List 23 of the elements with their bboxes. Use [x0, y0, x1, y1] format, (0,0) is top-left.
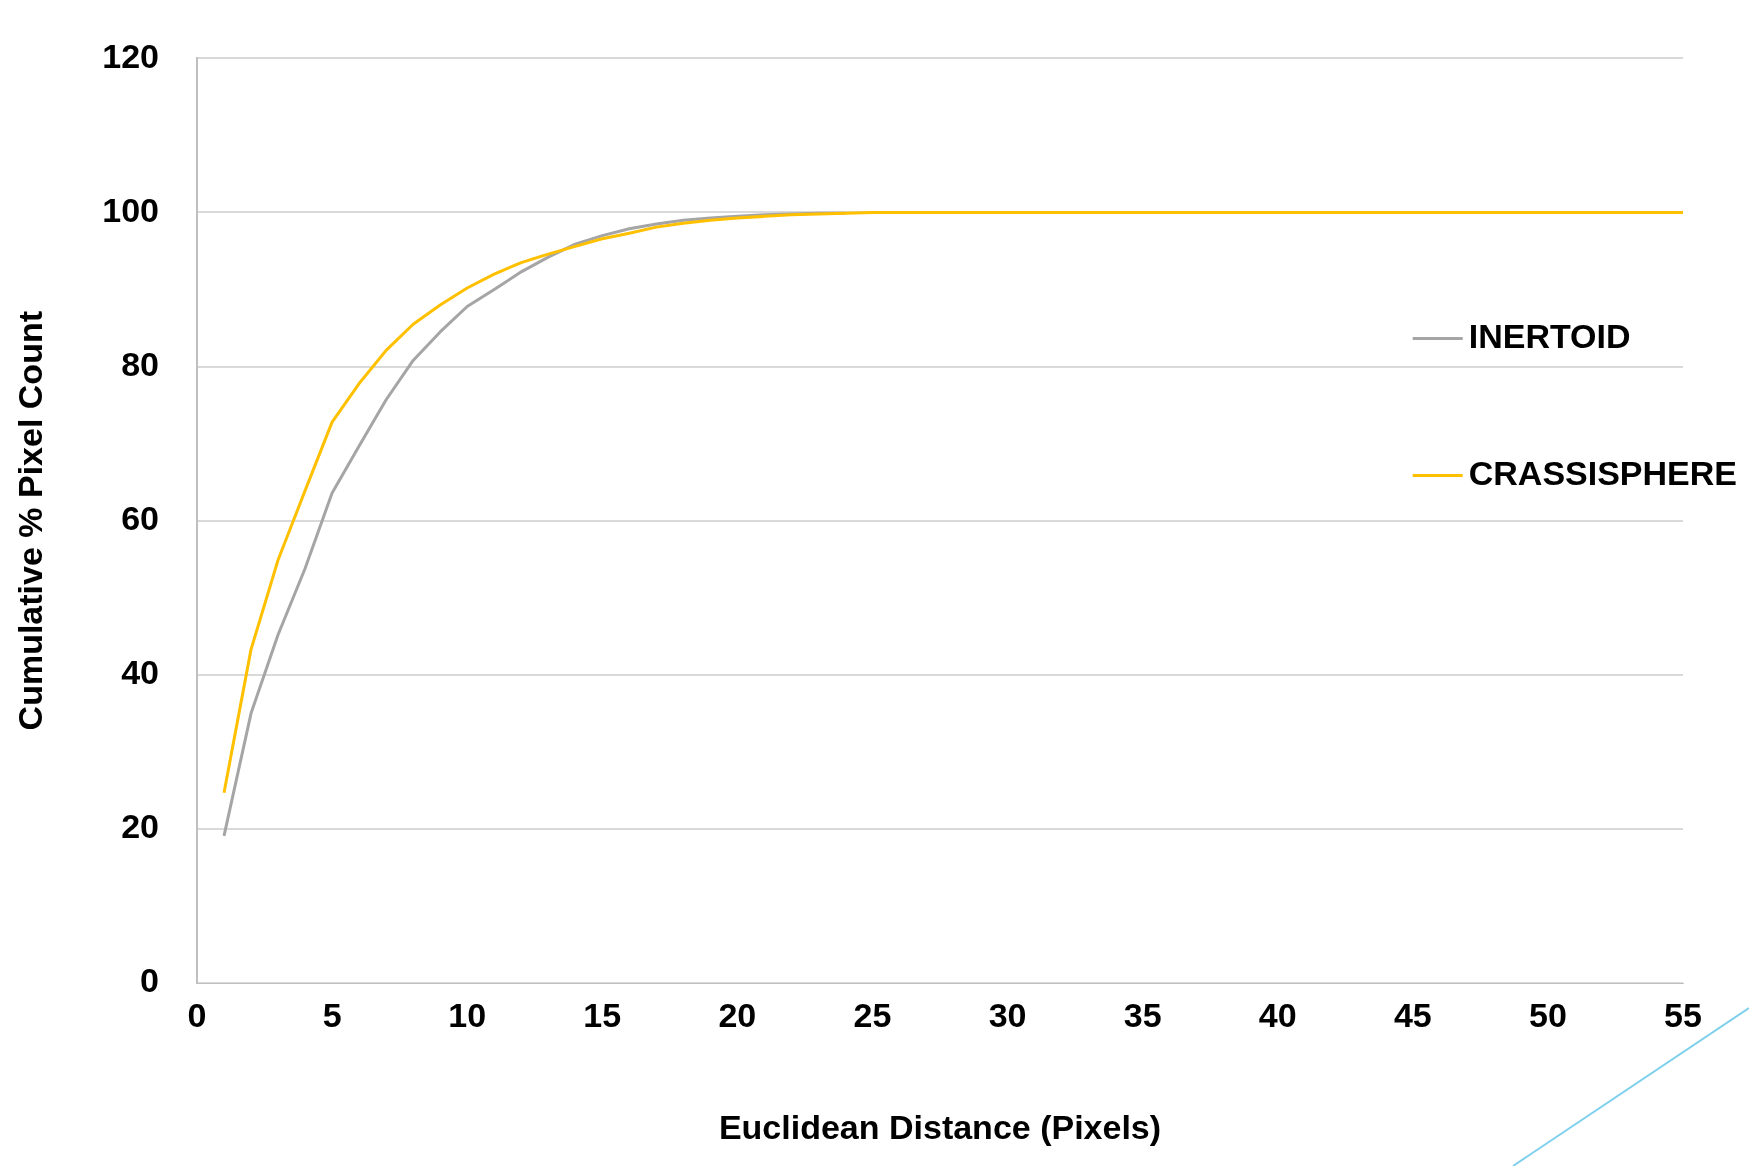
y-tick-label: 0 — [140, 961, 159, 1000]
y-axis-title: Cumulative % Pixel Count — [10, 311, 49, 731]
legend-label: CRASSISPHERE — [1468, 453, 1737, 492]
y-tick-label: 20 — [121, 807, 159, 846]
x-tick-label: 30 — [988, 995, 1027, 1034]
x-tick-label: 25 — [853, 995, 892, 1034]
x-tick-label: 35 — [1123, 995, 1162, 1034]
x-tick-label: 10 — [448, 995, 487, 1034]
x-tick-label: 20 — [718, 995, 757, 1034]
x-axis-title: Euclidean Distance (Pixels) — [718, 1107, 1162, 1146]
y-tick-label: 80 — [121, 344, 159, 383]
y-tick-label: 60 — [121, 499, 159, 538]
x-tick-label: 55 — [1664, 995, 1702, 1034]
x-tick-label: 45 — [1393, 995, 1432, 1034]
y-tick-label: 40 — [121, 653, 159, 692]
x-tick-label: 15 — [583, 995, 622, 1034]
x-tick-label: 50 — [1528, 995, 1567, 1034]
x-tick-label: 5 — [322, 995, 342, 1034]
x-tick-label: 40 — [1258, 995, 1297, 1034]
x-tick-label: 0 — [187, 995, 207, 1034]
y-tick-label: 120 — [102, 36, 159, 75]
legend-label: INERTOID — [1468, 316, 1631, 355]
y-tick-label: 100 — [102, 190, 159, 229]
